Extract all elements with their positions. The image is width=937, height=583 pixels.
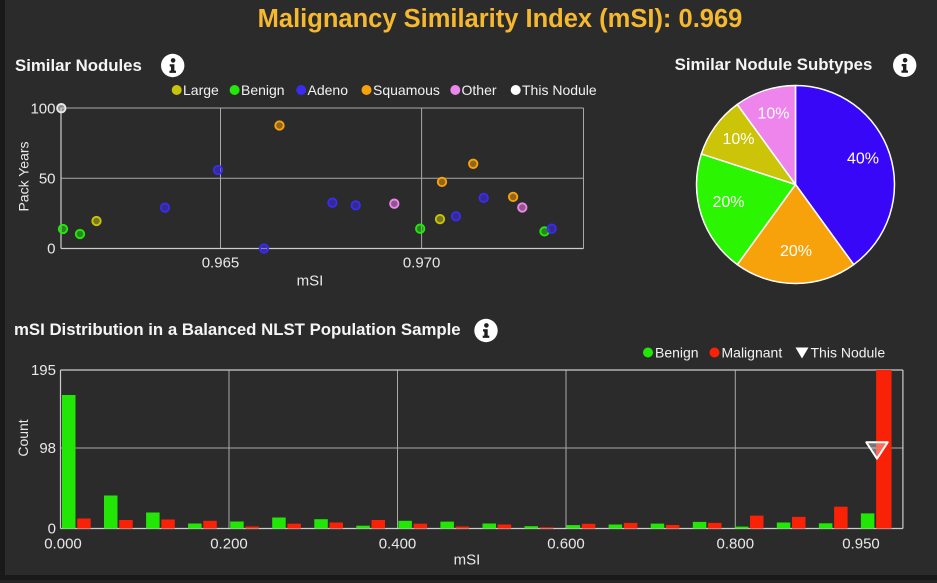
svg-text:0: 0	[48, 520, 56, 537]
svg-text:Similar Nodules: Similar Nodules	[15, 56, 142, 75]
svg-text:0: 0	[47, 241, 55, 258]
svg-text:Pack Years: Pack Years	[16, 141, 32, 211]
svg-text:0.000: 0.000	[44, 536, 82, 553]
svg-text:20%: 20%	[712, 194, 744, 211]
svg-text:0.800: 0.800	[717, 536, 755, 553]
svg-text:mSI: mSI	[297, 273, 324, 290]
svg-text:0.200: 0.200	[210, 536, 248, 553]
svg-text:Similar Nodule Subtypes: Similar Nodule Subtypes	[675, 55, 873, 74]
svg-text:Squamous: Squamous	[373, 82, 440, 98]
svg-text:0.965: 0.965	[202, 255, 240, 272]
svg-text:Large: Large	[183, 82, 219, 98]
svg-text:20%: 20%	[780, 243, 812, 260]
svg-text:mSI: mSI	[454, 552, 481, 569]
svg-text:0.600: 0.600	[547, 536, 585, 553]
svg-text:10%: 10%	[757, 106, 789, 123]
svg-text:50: 50	[39, 170, 56, 187]
svg-text:This Nodule: This Nodule	[811, 345, 886, 361]
svg-text:Other: Other	[462, 82, 497, 98]
svg-text:195: 195	[31, 362, 56, 379]
svg-text:Malignant: Malignant	[722, 345, 783, 361]
svg-text:Benign: Benign	[655, 345, 699, 361]
svg-text:98: 98	[39, 440, 56, 457]
svg-text:0.950: 0.950	[842, 536, 880, 553]
svg-text:mSI Distribution in a Balanced: mSI Distribution in a Balanced NLST Popu…	[14, 320, 461, 339]
svg-text:Count: Count	[15, 419, 31, 456]
svg-text:This Nodule: This Nodule	[522, 82, 597, 98]
svg-text:0.970: 0.970	[403, 255, 441, 272]
svg-text:Benign: Benign	[241, 82, 285, 98]
svg-text:0.400: 0.400	[379, 536, 417, 553]
svg-text:10%: 10%	[722, 131, 754, 148]
svg-text:100: 100	[30, 100, 55, 117]
svg-text:Malignancy Similarity Index (m: Malignancy Similarity Index (mSI): 0.969	[258, 5, 743, 33]
svg-text:40%: 40%	[847, 151, 879, 168]
svg-text:Adeno: Adeno	[308, 82, 349, 98]
